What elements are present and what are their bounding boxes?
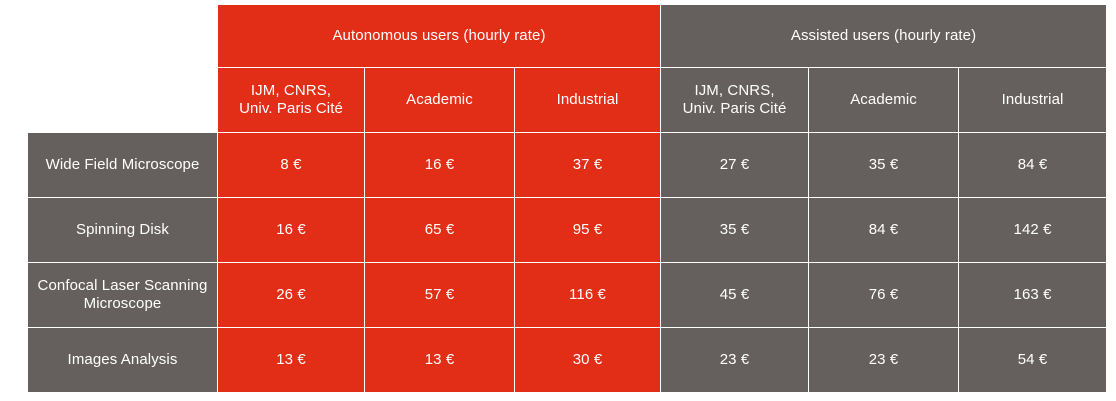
price-value: 163 €: [1013, 286, 1052, 303]
price-cell: 16 €: [217, 197, 365, 263]
price-value: 13 €: [276, 351, 306, 368]
price-cell: 84 €: [808, 197, 960, 263]
group-assisted-label: Assisted users (hourly rate): [790, 27, 977, 44]
subheader-label: IJM, CNRS, Univ. Paris Cité: [239, 82, 343, 117]
subheader-label: Academic: [850, 91, 917, 108]
price-value: 30 €: [572, 351, 603, 368]
price-value: 8 €: [280, 156, 302, 173]
price-cell: 54 €: [958, 327, 1108, 393]
group-assisted-header: Assisted users (hourly rate): [660, 4, 1108, 68]
pricing-table: Autonomous users (hourly rate) Assisted …: [27, 4, 1108, 393]
row-label-cell: Wide Field Microscope: [27, 132, 218, 198]
row-label-cell: Spinning Disk: [27, 197, 218, 263]
subheader-autonomous-academic: Academic: [364, 67, 515, 133]
row-label: Spinning Disk: [75, 221, 169, 238]
subheader-autonomous-ijm: IJM, CNRS, Univ. Paris Cité: [217, 67, 365, 133]
price-cell: 76 €: [808, 262, 960, 328]
price-value: 27 €: [719, 156, 750, 173]
price-value: 142 €: [1013, 221, 1052, 238]
price-value: 35 €: [719, 221, 750, 238]
price-value: 26 €: [276, 286, 306, 303]
row-label: Confocal Laser Scanning Microscope: [37, 277, 208, 312]
price-cell: 8 €: [217, 132, 365, 198]
group-autonomous-header: Autonomous users (hourly rate): [216, 4, 662, 68]
price-value: 57 €: [424, 286, 455, 303]
price-value: 16 €: [424, 156, 455, 173]
row-label: Images Analysis: [67, 351, 178, 368]
price-cell: 23 €: [660, 327, 810, 393]
subheader-assisted-industrial: Industrial: [958, 67, 1108, 133]
price-cell: 30 €: [513, 327, 662, 393]
price-cell: 23 €: [808, 327, 960, 393]
row-label: Wide Field Microscope: [45, 156, 200, 173]
price-cell: 13 €: [364, 327, 515, 393]
corner-cell-2: [27, 67, 218, 133]
price-value: 76 €: [868, 286, 899, 303]
price-cell: 37 €: [513, 132, 662, 198]
price-value: 16 €: [276, 221, 306, 238]
price-cell: 57 €: [364, 262, 515, 328]
table-row: Images Analysis 13 € 13 € 30 € 23 € 23 €…: [27, 327, 1108, 393]
price-cell: 27 €: [660, 132, 810, 198]
price-cell: 13 €: [217, 327, 365, 393]
subheader-label: Academic: [406, 91, 473, 108]
price-value: 23 €: [719, 351, 750, 368]
table-row: Spinning Disk 16 € 65 € 95 € 35 € 84 € 1…: [27, 197, 1108, 263]
price-cell: 84 €: [958, 132, 1108, 198]
price-cell: 116 €: [513, 262, 662, 328]
corner-cell: [27, 4, 218, 68]
price-value: 65 €: [424, 221, 455, 238]
price-value: 37 €: [572, 156, 603, 173]
subheader-row: IJM, CNRS, Univ. Paris Cité Academic Ind…: [27, 67, 1108, 133]
table-row: Confocal Laser Scanning Microscope 26 € …: [27, 262, 1108, 328]
row-label-cell: Confocal Laser Scanning Microscope: [27, 262, 218, 328]
subheader-assisted-academic: Academic: [808, 67, 960, 133]
price-cell: 45 €: [660, 262, 810, 328]
subheader-label: Industrial: [1001, 91, 1064, 108]
price-cell: 65 €: [364, 197, 515, 263]
price-value: 13 €: [424, 351, 455, 368]
price-cell: 16 €: [364, 132, 515, 198]
row-label-cell: Images Analysis: [27, 327, 218, 393]
subheader-label: IJM, CNRS, Univ. Paris Cité: [682, 82, 787, 117]
price-cell: 35 €: [808, 132, 960, 198]
table-row: Wide Field Microscope 8 € 16 € 37 € 27 €…: [27, 132, 1108, 198]
price-value: 116 €: [569, 286, 606, 303]
price-value: 23 €: [868, 351, 899, 368]
price-value: 35 €: [868, 156, 899, 173]
subheader-assisted-ijm: IJM, CNRS, Univ. Paris Cité: [660, 67, 810, 133]
subheader-autonomous-industrial: Industrial: [513, 67, 662, 133]
price-value: 84 €: [1017, 156, 1048, 173]
subheader-label: Industrial: [556, 91, 619, 108]
price-cell: 35 €: [660, 197, 810, 263]
price-value: 84 €: [868, 221, 899, 238]
price-value: 95 €: [572, 221, 603, 238]
price-cell: 26 €: [217, 262, 365, 328]
price-cell: 163 €: [958, 262, 1108, 328]
price-value: 54 €: [1017, 351, 1048, 368]
price-cell: 142 €: [958, 197, 1108, 263]
price-cell: 95 €: [513, 197, 662, 263]
group-autonomous-label: Autonomous users (hourly rate): [332, 27, 546, 44]
price-value: 45 €: [719, 286, 750, 303]
group-header-row: Autonomous users (hourly rate) Assisted …: [27, 4, 1108, 68]
